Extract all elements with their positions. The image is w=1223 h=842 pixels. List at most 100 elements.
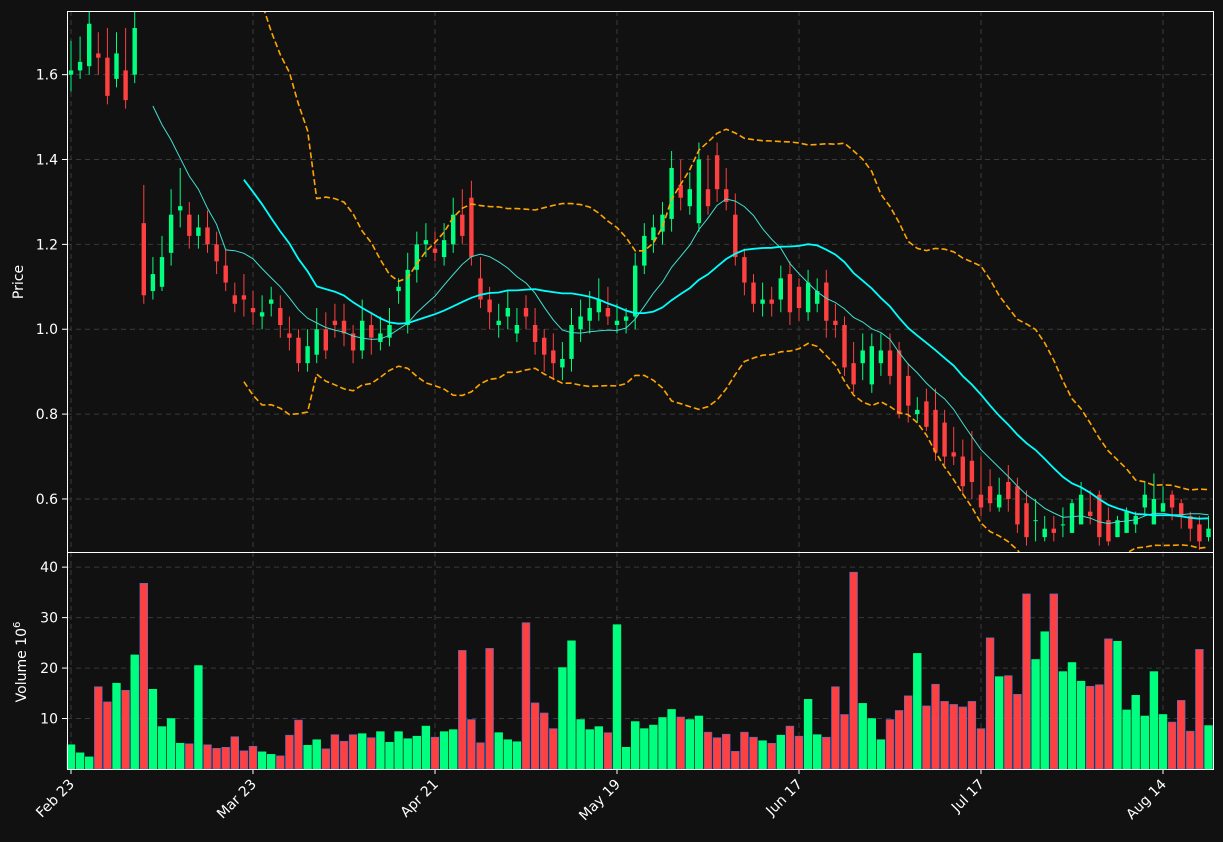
volume-bar [703, 731, 713, 770]
volume-bar [867, 718, 877, 770]
candle-body [951, 452, 956, 457]
candles [68, 11, 1211, 550]
volume-axis-title: Volume 106 [12, 622, 30, 703]
price-tick-label: 0.8 [36, 407, 58, 423]
candle-body [77, 61, 83, 71]
candle-body [232, 295, 237, 304]
candle-body [633, 265, 638, 317]
volume-tick-label: 10 [40, 712, 58, 728]
volume-bar [203, 744, 212, 770]
candle-body [1097, 494, 1102, 538]
volume-bar [230, 736, 239, 770]
volume-bar [558, 667, 567, 770]
volume-bar [967, 701, 977, 770]
candle-body [587, 308, 592, 321]
volume-bar [803, 699, 813, 770]
candle-body [132, 27, 137, 75]
candle-body [350, 333, 356, 351]
candle-body [187, 214, 192, 236]
candle-body [1060, 524, 1066, 526]
candle-body [105, 57, 110, 96]
volume-bar [212, 748, 221, 770]
volume-bar [1204, 725, 1213, 770]
candle-body [960, 456, 965, 487]
volume-bar [585, 729, 594, 770]
candle-body [1188, 515, 1193, 529]
volume-bar [594, 726, 604, 770]
candle-body [396, 286, 401, 292]
volume-bar [603, 732, 613, 770]
candle-body [1179, 503, 1184, 516]
candle-body [906, 375, 911, 406]
candle-body [68, 70, 74, 75]
candle-body [469, 197, 474, 258]
candle-body [1078, 494, 1084, 525]
volume-bar [476, 742, 485, 770]
volume-bar [139, 582, 148, 770]
volume-bar [658, 717, 667, 770]
candle-body [833, 320, 838, 325]
volume-bar [903, 695, 913, 770]
volume-bar [130, 654, 139, 770]
price-axis: 0.6 0.8 1.0 1.2 1.4 1.6 [36, 68, 67, 508]
volume-bar [549, 728, 558, 770]
candle-body [259, 312, 265, 317]
candle-body [1197, 524, 1202, 542]
candle-body [733, 214, 738, 258]
candle-body [332, 320, 338, 325]
volume-bar [1031, 659, 1040, 770]
volume-tick-label: 30 [40, 611, 58, 627]
volume-bar [1140, 715, 1150, 770]
volume-bar [949, 704, 958, 770]
candle-body [596, 299, 601, 313]
volume-bar [1177, 700, 1186, 770]
volume-bar [1122, 709, 1131, 770]
volume-bar [194, 665, 203, 770]
volume-bar [248, 745, 258, 770]
candle-body [514, 324, 520, 334]
volume-bar [1158, 714, 1168, 770]
volume-bar [75, 752, 85, 770]
candle-body [441, 240, 447, 258]
volume-bar [312, 739, 321, 770]
volume-bar [1058, 671, 1068, 770]
volume-bar [567, 640, 576, 770]
candle-body [423, 240, 429, 245]
candle-body [623, 316, 629, 321]
volume-bar [1186, 730, 1195, 770]
volume-bar [257, 751, 267, 770]
volume-bar [985, 637, 995, 770]
candle-body [760, 299, 765, 304]
volume-bar [385, 741, 394, 770]
volume-bar [612, 624, 622, 770]
bollinger-lower-band [243, 342, 1209, 552]
candle-body [933, 409, 938, 453]
volume-bar [785, 725, 795, 770]
candle-body [432, 248, 438, 253]
volume-bar [1076, 680, 1086, 770]
candle-body [241, 295, 247, 300]
candle-body [250, 308, 256, 313]
candle-body [860, 350, 865, 364]
candle-body [714, 155, 720, 190]
price-tick-label: 1.2 [36, 237, 58, 253]
volume-bar [1167, 721, 1177, 770]
volume-bar [649, 724, 658, 770]
volume-bar [66, 744, 76, 770]
volume-bar [303, 744, 312, 770]
candle-body [1124, 511, 1129, 533]
volume-bar [266, 754, 276, 770]
volume-bar [630, 721, 640, 770]
volume-bar [694, 715, 704, 770]
volume-bar [330, 734, 340, 770]
candle-body [542, 337, 547, 355]
candle-body [851, 363, 856, 385]
volume-bar [885, 719, 895, 770]
volume-bar [85, 756, 94, 770]
candle-body [141, 223, 146, 296]
volume-bar [840, 714, 849, 770]
volume-panel-frame [67, 552, 1214, 770]
volume-bar [858, 703, 867, 770]
volume-bar [367, 737, 376, 770]
